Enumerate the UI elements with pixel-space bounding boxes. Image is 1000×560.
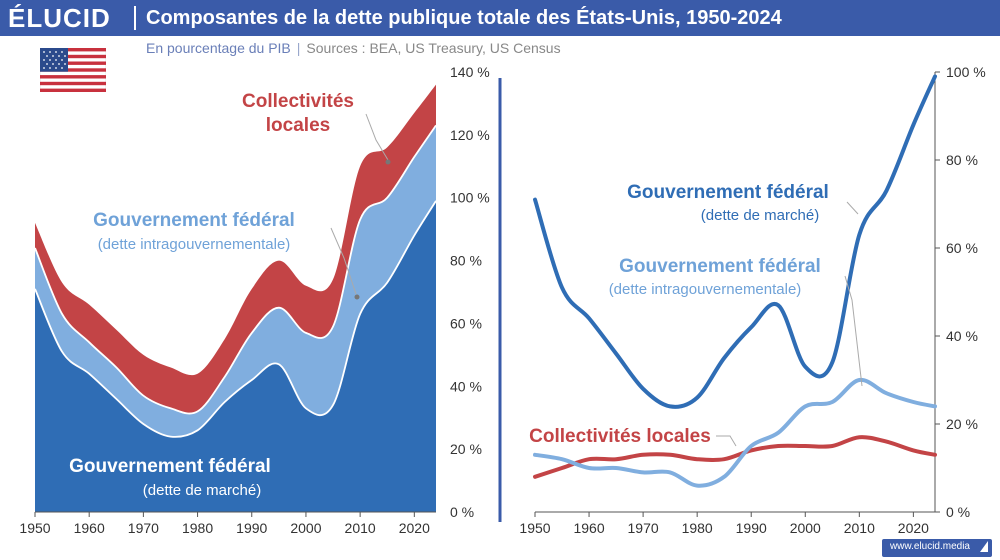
line-chart: 1950 1960 1970 1980 1990 2000 2010 2020 0 % 20 %… [519, 64, 985, 536]
sources-note: Sources : BEA, US Treasury, US Census [306, 40, 561, 56]
left-y-ticks: 0 % 20 % 40 % 60 % 80 % 100 % 120 % 140 % [450, 64, 490, 520]
subtitle-separator: | [296, 40, 301, 56]
label-local-debt-line2: locales [266, 115, 330, 136]
page-title: Composantes de la dette publique totale … [146, 7, 782, 29]
label-local-debt-line1: Collectivités [242, 91, 354, 112]
right-y-tick-label: 20 % [946, 416, 978, 432]
leader-intragov-debt [330, 227, 357, 295]
right-x-tick-label: 1950 [519, 520, 550, 536]
right-x-tick-label: 1990 [736, 520, 767, 536]
right-x-ticks: 1950 1960 1970 1980 1990 2000 2010 2020 [519, 512, 929, 536]
right-x-tick-label: 1960 [573, 520, 604, 536]
right-y-tick-label: 0 % [946, 504, 970, 520]
right-y-tick-label: 60 % [946, 240, 978, 256]
right-label-intragov-line1: Gouvernement fédéral [619, 256, 821, 277]
left-y-tick-label: 60 % [450, 315, 482, 331]
line-local-debt [533, 435, 937, 479]
right-label-intragov-line2: (dette intragouvernementale) [609, 281, 802, 298]
left-y-tick-label: 80 % [450, 253, 482, 269]
left-y-tick-label: 40 % [450, 378, 482, 394]
elucid-mark-icon [980, 541, 988, 552]
unit-note: En pourcentage du PIB [146, 40, 291, 56]
left-y-tick-label: 120 % [450, 127, 490, 143]
boundary-market-top [34, 200, 437, 438]
left-x-ticks: 1950 1960 1970 1980 1990 2000 2010 2020 [19, 512, 430, 536]
footer-badge: www.elucid.media [881, 539, 992, 557]
site-url[interactable]: www.elucid.media [889, 541, 970, 552]
right-x-tick-label: 1970 [628, 520, 659, 536]
left-x-tick-label: 1980 [182, 520, 213, 536]
label-intragov-debt-line2: (dette intragouvernementale) [98, 236, 291, 253]
line-intragov-debt [533, 377, 937, 488]
right-x-tick-label: 2000 [790, 520, 821, 536]
left-y-tick-label: 140 % [450, 64, 490, 80]
label-intragov-debt-line1: Gouvernement fédéral [93, 210, 295, 231]
right-x-tick-label: 2020 [898, 520, 929, 536]
label-market-debt-line1: Gouvernement fédéral [69, 456, 271, 477]
right-y-tick-label: 40 % [946, 328, 978, 344]
left-x-tick-label: 2000 [290, 520, 321, 536]
left-x-tick-label: 1970 [128, 520, 159, 536]
right-y-ticks: 0 % 20 % 40 % 60 % 80 % 100 % [935, 64, 986, 520]
left-x-tick-label: 1950 [19, 520, 50, 536]
left-x-tick-label: 2020 [399, 520, 430, 536]
left-y-tick-label: 0 % [450, 504, 474, 520]
leader-dot-intragov-debt [354, 294, 360, 300]
right-y-tick-label: 80 % [946, 152, 978, 168]
header-bar: ÉLUCID Composantes de la dette publique … [0, 0, 1000, 36]
us-flag-icon [40, 48, 106, 92]
stacked-area-chart: 1950 1960 1970 1980 1990 2000 2010 2020 0 % 20 %… [19, 64, 489, 536]
left-y-tick-label: 100 % [450, 190, 490, 206]
label-market-debt-line2: (dette de marché) [143, 482, 261, 499]
left-y-tick-label: 20 % [450, 441, 482, 457]
right-label-market-line2: (dette de marché) [701, 207, 819, 224]
area-market-debt [35, 200, 436, 512]
right-label-market-line1: Gouvernement fédéral [627, 182, 829, 203]
right-leader-local [716, 435, 737, 447]
leader-dot-local-debt [385, 159, 391, 165]
boundary-intragov-top [34, 124, 437, 415]
right-leader-intragov [844, 275, 863, 387]
right-x-tick-label: 2010 [844, 520, 875, 536]
left-x-tick-label: 1960 [74, 520, 105, 536]
left-x-tick-label: 2010 [345, 520, 376, 536]
elucid-logo: ÉLUCID [8, 3, 111, 33]
left-x-tick-label: 1990 [236, 520, 267, 536]
leader-local-debt [365, 113, 389, 161]
title-separator [134, 6, 136, 30]
right-y-tick-label: 100 % [946, 64, 986, 80]
right-x-tick-label: 1980 [682, 520, 713, 536]
line-market-debt [533, 74, 937, 409]
right-leader-market [846, 201, 859, 215]
subtitle: En pourcentage du PIB | Sources : BEA, US … [146, 40, 561, 56]
right-label-local: Collectivités locales [529, 426, 711, 447]
